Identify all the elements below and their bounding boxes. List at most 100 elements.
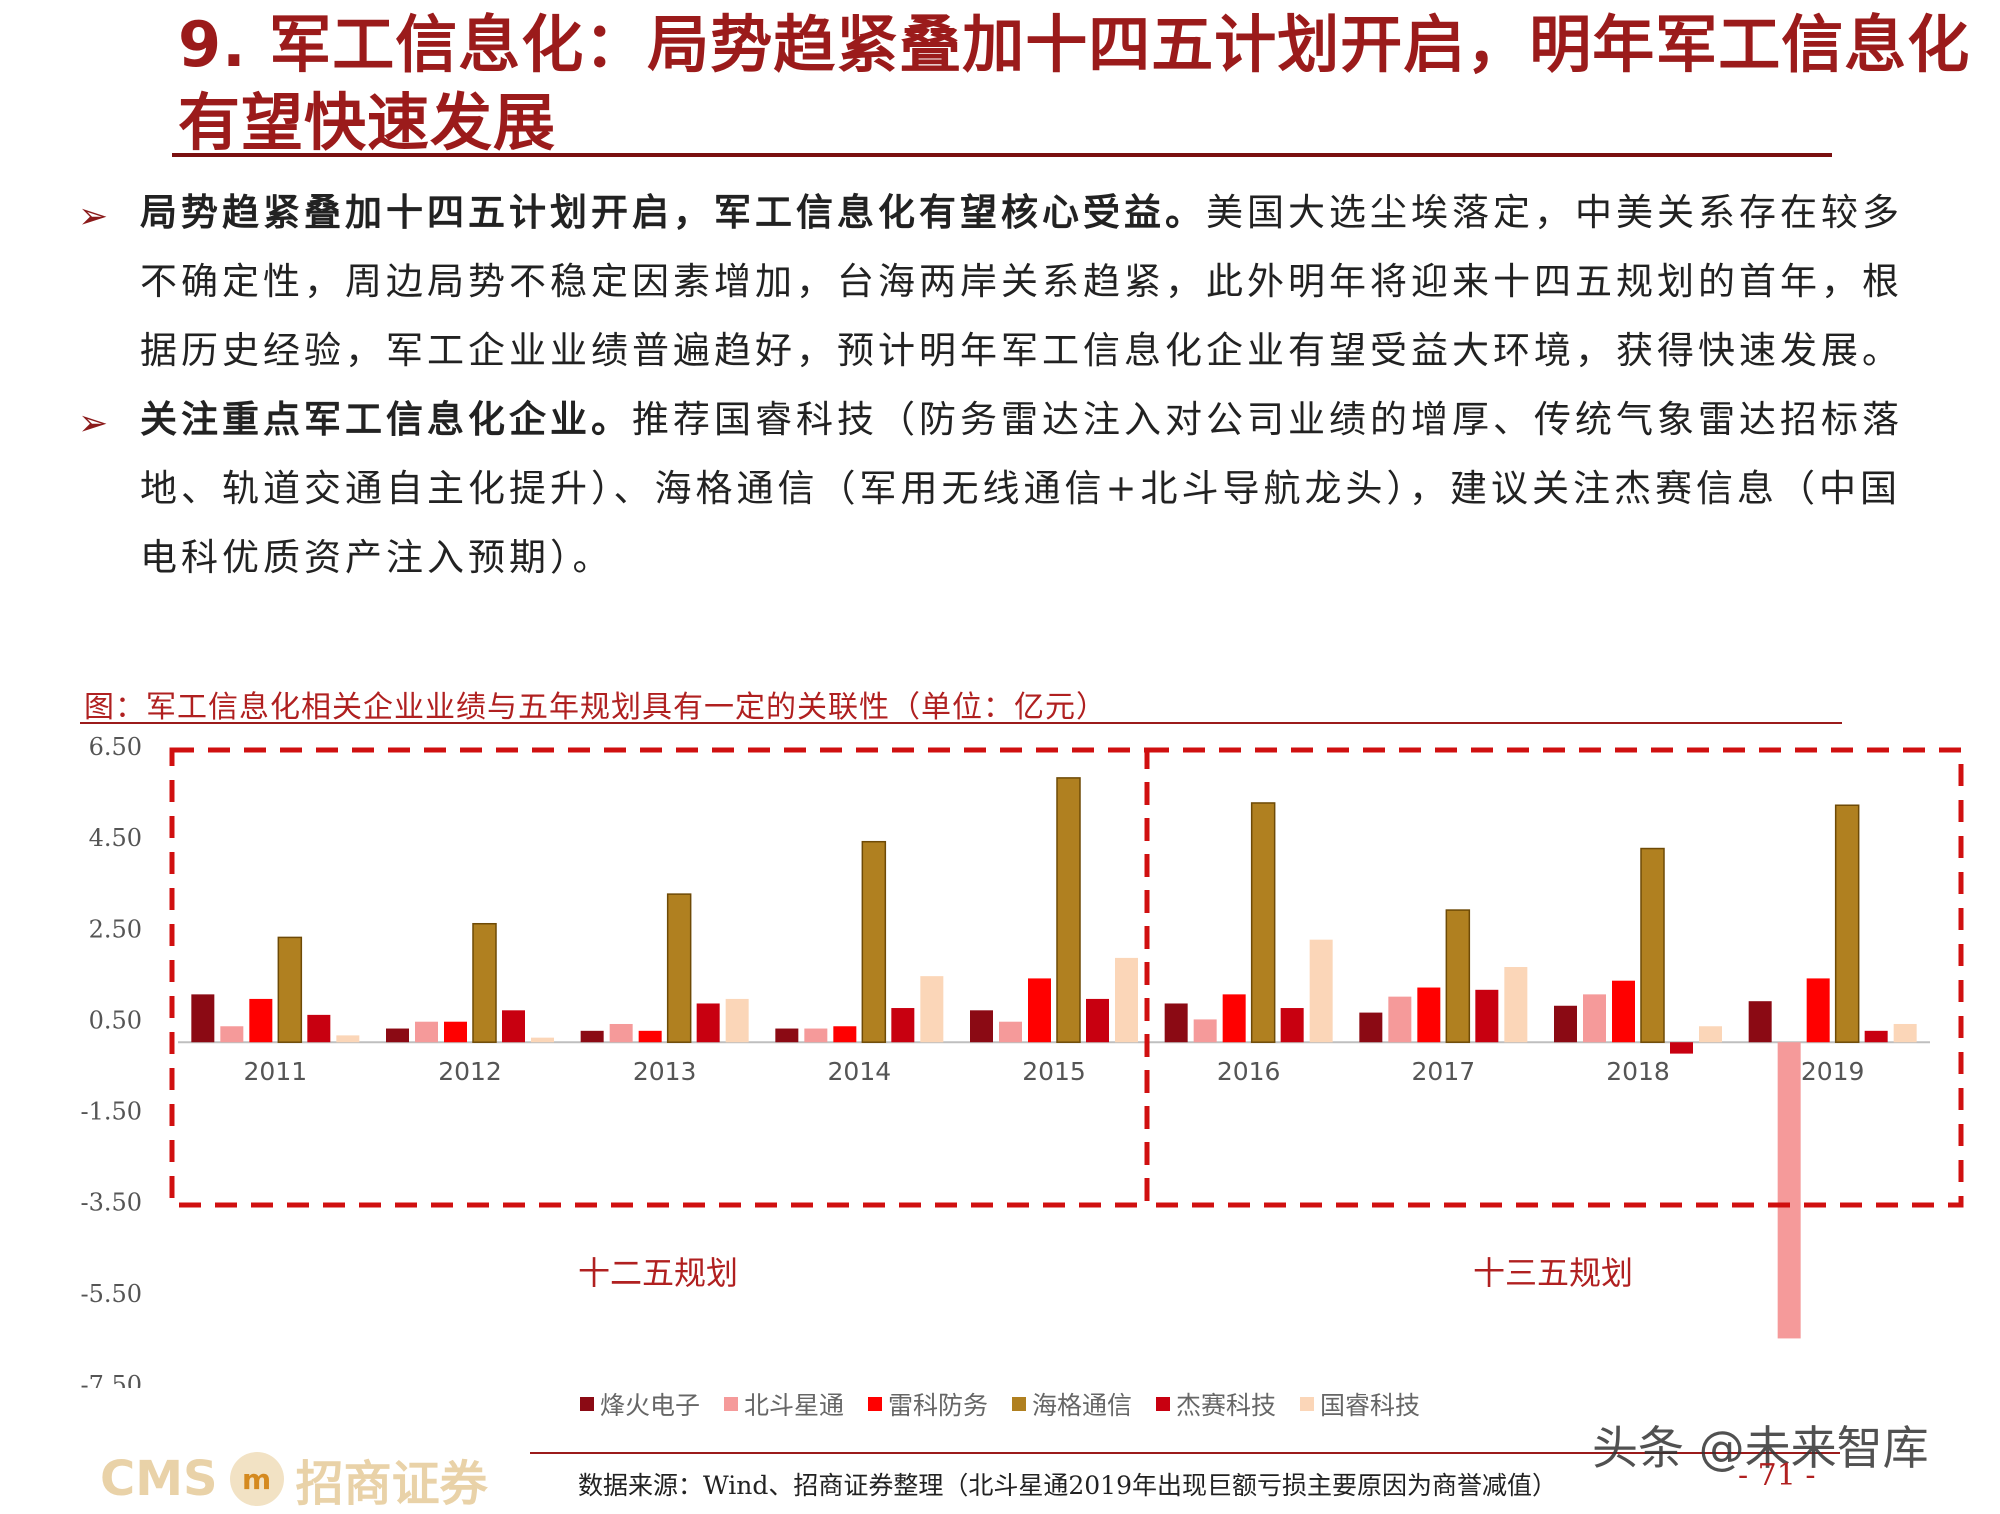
bar <box>696 1003 720 1043</box>
bar <box>1028 978 1051 1043</box>
bar <box>307 1014 331 1043</box>
x-tick-label: 2013 <box>633 1057 697 1086</box>
x-tick-label: 2016 <box>1217 1057 1281 1086</box>
company-logo: CMS m 招商证券 <box>100 1444 488 1514</box>
bullet-item: ➢ 局势趋紧叠加十四五计划开启，军工信息化有望核心受益。美国大选尘埃落定，中美关… <box>78 178 1938 385</box>
page-title: 9. 军工信息化：局势趋紧叠加十四五计划开启，明年军工信息化有望快速发展 <box>178 8 1971 159</box>
bar <box>277 936 303 1043</box>
bar <box>1309 939 1333 1043</box>
bar <box>386 1028 409 1043</box>
bullet-text: 美国大选尘埃落定，中美关系存在较多不确定性，周边局势不稳定因素增加，台海两岸关系… <box>140 191 1903 372</box>
watermark: 头条 @未来智库 <box>1592 1421 1929 1475</box>
bar <box>1475 989 1499 1043</box>
chart-caption: 图：军工信息化相关企业业绩与五年规划具有一定的关联性（单位：亿元） <box>84 690 1107 725</box>
bar <box>1893 1023 1917 1043</box>
bar <box>249 998 273 1043</box>
bullet-list: ➢ 局势趋紧叠加十四五计划开启，军工信息化有望核心受益。美国大选尘埃落定，中美关… <box>78 178 1938 592</box>
legend-item: 北斗星通 <box>723 1386 844 1422</box>
y-tick-label: -3.50 <box>80 1189 142 1217</box>
period-box-13th <box>1144 747 1964 1208</box>
bar <box>1086 998 1109 1043</box>
bullet-heading: 局势趋紧叠加十四五计划开启，军工信息化有望核心受益。 <box>140 190 1206 234</box>
bar <box>1612 980 1635 1043</box>
page-number: - 71 - <box>1738 1458 1816 1493</box>
bar <box>220 1026 244 1043</box>
logo-badge-icon: m <box>229 1452 284 1506</box>
bar <box>531 1037 554 1043</box>
bar <box>1748 1001 1772 1043</box>
bar <box>1388 996 1412 1043</box>
bar <box>580 1030 604 1043</box>
bar <box>638 1030 662 1043</box>
bar <box>1280 1008 1304 1043</box>
bar <box>472 922 497 1043</box>
bar <box>1504 967 1528 1043</box>
bar <box>444 1021 467 1043</box>
bar <box>1806 978 1830 1043</box>
period-box-12th <box>169 747 1150 1208</box>
x-tick-label: 2017 <box>1412 1057 1476 1086</box>
legend-item: 杰赛科技 <box>1156 1386 1276 1422</box>
bar <box>833 1026 857 1043</box>
x-tick-label: 2019 <box>1801 1057 1865 1086</box>
x-tick-label: 2011 <box>244 1057 308 1086</box>
bar <box>891 1008 915 1043</box>
legend-item: 雷科防务 <box>867 1386 988 1422</box>
legend-item: 烽火电子 <box>579 1386 700 1422</box>
caption-divider <box>80 722 1842 724</box>
bullet-heading: 关注重点军工信息化企业。 <box>140 397 632 441</box>
title-divider <box>172 153 1832 157</box>
y-tick-label: 2.50 <box>89 915 142 943</box>
bar <box>1164 1003 1188 1043</box>
x-tick-label: 2012 <box>438 1057 502 1086</box>
y-tick-label: -1.50 <box>80 1098 142 1126</box>
bar <box>666 893 692 1043</box>
bar <box>1670 1042 1693 1054</box>
bullet-text: 推荐国睿科技（防务雷达注入对公司业绩的增厚、传统气象雷达招标落地、轨道交通自主化… <box>140 398 1903 579</box>
bar <box>999 1021 1022 1043</box>
bar <box>1445 909 1471 1043</box>
bar <box>1864 1030 1888 1043</box>
bar <box>1834 804 1860 1043</box>
y-tick-label: 6.50 <box>89 733 142 761</box>
bar <box>1222 994 1246 1043</box>
bar <box>1777 1042 1801 1339</box>
legend-item: 海格通信 <box>1012 1386 1132 1422</box>
bar <box>725 998 749 1043</box>
bar <box>1417 987 1441 1043</box>
logo-cn-text: 招商证券 <box>295 1456 488 1512</box>
arrow-bullet-icon: ➢ <box>78 196 113 237</box>
bar <box>1193 1019 1217 1043</box>
bar <box>609 1023 633 1043</box>
bar <box>1250 802 1276 1043</box>
bar <box>336 1035 360 1043</box>
bar <box>920 976 944 1043</box>
annotation-12th-plan: 十二五规划 <box>578 1254 738 1292</box>
bar <box>502 1010 525 1043</box>
bar <box>970 1010 993 1043</box>
bar <box>415 1021 438 1043</box>
chart-legend: 烽火电子 北斗星通 雷科防务 海格通信 杰赛科技 国睿科技 <box>0 1386 2000 1422</box>
y-tick-label: 0.50 <box>89 1006 142 1034</box>
footer-divider <box>530 1452 1840 1454</box>
bar <box>775 1028 799 1043</box>
x-tick-label: 2018 <box>1606 1057 1670 1086</box>
x-tick-label: 2015 <box>1022 1057 1086 1086</box>
bar <box>1359 1012 1383 1043</box>
bar <box>1554 1005 1577 1043</box>
bar <box>1056 777 1081 1043</box>
x-tick-label: 2014 <box>828 1057 892 1086</box>
bar-chart: 6.50 4.50 2.50 0.50 -1.50 -3.50 -5.50 -7.50 2011… <box>80 733 1964 1388</box>
y-tick-label: 4.50 <box>89 824 142 852</box>
bar <box>191 994 215 1043</box>
legend-item: 国睿科技 <box>1300 1386 1420 1422</box>
bar <box>1640 847 1665 1043</box>
data-source-note: 数据来源：Wind、招商证券整理（北斗星通2019年出现巨额亏损主要原因为商誉减… <box>578 1471 1557 1500</box>
bar <box>804 1028 828 1043</box>
bar <box>1699 1026 1722 1043</box>
logo-text: CMS <box>100 1451 218 1507</box>
bar <box>861 840 887 1043</box>
bullet-item: ➢ 关注重点军工信息化企业。推荐国睿科技（防务雷达注入对公司业绩的增厚、传统气象… <box>78 385 1938 592</box>
arrow-bullet-icon: ➢ <box>78 403 113 444</box>
y-tick-label: -5.50 <box>80 1280 142 1308</box>
